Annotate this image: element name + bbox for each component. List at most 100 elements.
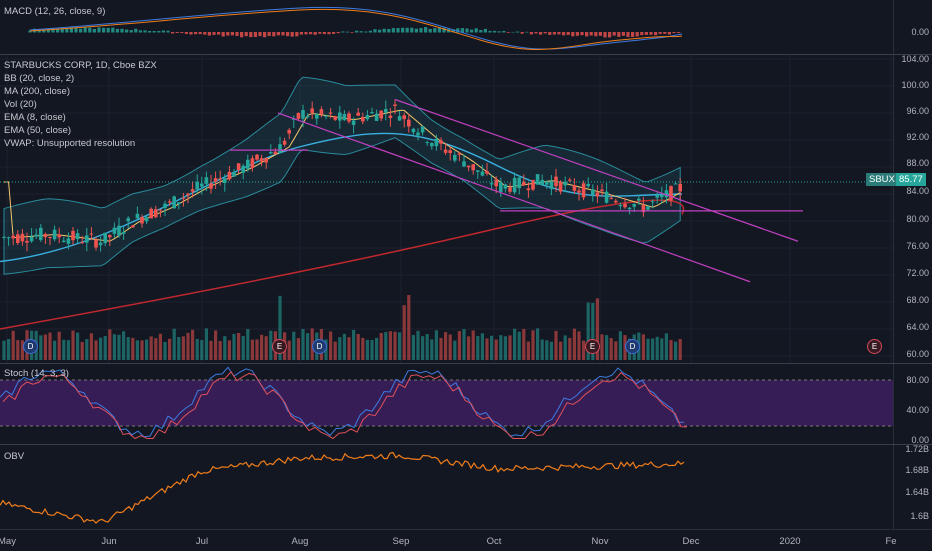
candle-body [545, 181, 549, 185]
earnings-badge[interactable]: E [585, 339, 600, 354]
candle-body [531, 179, 535, 190]
obv-axis-tick: 1.64B [905, 487, 929, 497]
candle-body [388, 115, 393, 119]
candle-body [512, 177, 517, 193]
candle-body [103, 232, 107, 244]
candle-body [384, 109, 388, 113]
earnings-badge[interactable]: E [867, 339, 882, 354]
stoch-plot [0, 366, 893, 440]
candle-body [476, 170, 480, 172]
candle-body [430, 143, 434, 147]
time-axis[interactable] [0, 529, 932, 551]
candle-body [121, 231, 126, 234]
volume-bar [7, 339, 11, 360]
ema50-legend[interactable]: EMA (50, close) [4, 125, 72, 136]
stoch-k-line [0, 366, 685, 438]
macd-histogram-bar [207, 32, 211, 36]
obv-axis[interactable]: 1.72B 1.68B 1.64B 1.6B [893, 444, 932, 529]
macd-histogram-bar [350, 32, 354, 33]
bollinger-band [3, 76, 681, 275]
candle-body [618, 204, 623, 206]
volume-bar [448, 334, 452, 360]
macd-histogram-bar [414, 28, 418, 33]
volume-bar [200, 339, 204, 360]
macd-histogram-bar [295, 32, 299, 37]
volume-bar [209, 340, 213, 360]
stoch-pane[interactable]: Stoch (14, 3, 3) [0, 364, 893, 444]
pane-divider[interactable] [0, 363, 932, 364]
volume-bar [269, 330, 273, 360]
macd-histogram-bar [258, 32, 262, 37]
dividend-badge[interactable]: D [625, 339, 640, 354]
macd-histogram-bar [548, 32, 552, 35]
volume-bar [204, 328, 208, 360]
candle-body [204, 177, 209, 184]
volume-bar [177, 337, 181, 360]
macd-histogram-bar [571, 32, 575, 37]
price-pane[interactable]: STARBUCKS CORP, 1D, Cboe BZX BB (20, clo… [0, 55, 893, 363]
price-axis-tick: 76.00 [906, 241, 929, 251]
candle-body [632, 203, 636, 207]
price-axis-tick: 68.00 [906, 295, 929, 305]
obv-pane[interactable]: OBV [0, 445, 893, 529]
volume-bar [660, 338, 664, 360]
vol-legend[interactable]: Vol (20) [4, 99, 37, 110]
macd-histogram-bar [240, 32, 244, 38]
ma200-legend[interactable]: MA (200, close) [4, 86, 70, 97]
macd-histogram-bar [598, 32, 602, 36]
ema8-legend[interactable]: EMA (8, close) [4, 112, 66, 123]
bb-legend[interactable]: BB (20, close, 2) [4, 73, 75, 84]
price-axis[interactable]: 104.00 100.00 96.00 92.00 88.00 84.00 80… [893, 54, 932, 363]
pane-divider[interactable] [0, 444, 932, 445]
volume-bar [434, 330, 438, 360]
macd-axis[interactable]: 0.00 [893, 0, 932, 54]
macd-histogram-bar [391, 28, 395, 33]
candle-body [586, 183, 590, 187]
obv-legend[interactable]: OBV [4, 451, 25, 462]
macd-histogram-bar [566, 32, 570, 35]
candle-body [6, 237, 11, 239]
candle-body [471, 164, 475, 171]
macd-histogram-bar [281, 32, 285, 36]
stoch-axis[interactable]: 80.00 40.00 0.00 [893, 364, 932, 445]
macd-pane[interactable]: MACD (12, 26, close, 9) [0, 0, 893, 54]
volume-bar [582, 340, 586, 360]
volume-bar [237, 333, 241, 360]
volume-bar [168, 338, 172, 360]
stoch-legend[interactable]: Stoch (14, 3, 3) [4, 368, 69, 379]
macd-histogram-bar [322, 32, 326, 35]
volume-bar [232, 333, 236, 360]
volume-bar [53, 340, 57, 360]
candle-body [278, 144, 282, 154]
macd-histogram-bar [276, 32, 280, 36]
candle-body [255, 154, 259, 160]
volume-bar [421, 336, 425, 360]
candle-body [287, 129, 291, 134]
macd-histogram-bar [493, 30, 497, 33]
dividend-badge[interactable]: D [312, 339, 327, 354]
volume-bar [342, 333, 346, 360]
symbol-legend[interactable]: STARBUCKS CORP, 1D, Cboe BZX [4, 60, 157, 71]
macd-histogram-bar [194, 32, 198, 35]
time-axis-label: May [0, 536, 16, 547]
pane-divider[interactable] [0, 54, 932, 55]
macd-histogram-bar [405, 27, 409, 33]
volume-bar [94, 340, 98, 360]
macd-histogram-bar [69, 27, 73, 33]
dividend-badge[interactable]: D [23, 339, 38, 354]
candle-body [209, 183, 213, 189]
candle-body [66, 238, 71, 244]
earnings-badge[interactable]: E [272, 339, 287, 354]
volume-bar [476, 336, 480, 360]
candle-body [126, 218, 130, 222]
volume-bar [85, 339, 89, 360]
macd-histogram-bar [309, 32, 313, 35]
candle-body [641, 204, 646, 213]
vwap-legend[interactable]: VWAP: Unsupported resolution [4, 138, 136, 149]
macd-legend[interactable]: MACD (12, 26, close, 9) [4, 6, 106, 17]
macd-histogram-bar [304, 32, 308, 35]
candle-body [39, 227, 43, 240]
macd-histogram-bar [327, 32, 331, 35]
macd-histogram-bar [368, 30, 372, 33]
candle-body [167, 201, 172, 203]
